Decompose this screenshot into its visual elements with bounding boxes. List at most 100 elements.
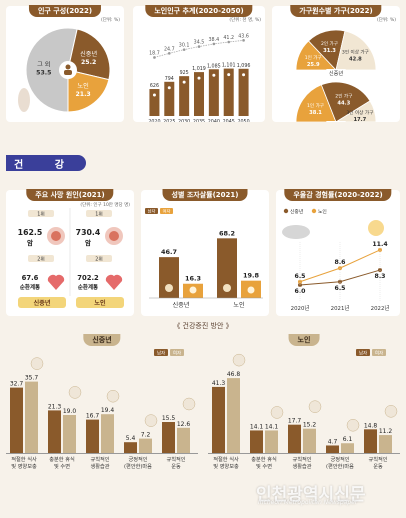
midage-method-title: 신중년	[83, 334, 121, 346]
death-group-badge-0	[18, 297, 66, 308]
suicide-male-bar-0	[159, 257, 179, 298]
method-icon-2	[106, 389, 120, 403]
elder-silhouette	[18, 88, 30, 112]
trend-bar-value-4: 1,085	[207, 63, 221, 69]
method-female-bar-4	[177, 427, 190, 453]
legend-elder-label: 노인	[318, 208, 327, 215]
method-female-bar-0	[227, 378, 240, 453]
trend-rate-5: 41.2	[223, 35, 234, 41]
trend-bar-3	[194, 72, 204, 116]
death-rank1-badge-0	[28, 210, 54, 217]
trend-rate-3: 34.5	[194, 40, 205, 46]
pie-label-1: 신중년	[80, 50, 97, 58]
suicide-male-value-0: 46.7	[161, 248, 177, 256]
household-0-value-2: 42.8	[349, 57, 362, 63]
household-panel: 가구원수별 가구(2022) (단위: %) 1인 가구 25.9 2인 가구 31.…	[272, 5, 400, 122]
virus-icon-core-1	[109, 231, 119, 241]
trend-year-6: 2050	[237, 119, 249, 122]
trend-year-2: 2030	[178, 119, 190, 122]
household-unit: (단위: %)	[376, 18, 396, 23]
death-rank1-badge-1	[86, 210, 112, 217]
depression-point-1-0	[298, 279, 302, 284]
trend-point-2	[182, 48, 186, 51]
death-rank1-cause-0: 암	[27, 238, 33, 247]
population-unit: (단위: %)	[100, 18, 120, 23]
population-panel: 인구 구성(2022) (단위: %) 그 외 53.5 신중년 25.2 노인 21.3	[6, 5, 124, 122]
method-female-bar-3	[139, 438, 152, 453]
person-icon-female-1	[247, 286, 255, 294]
method-category-2-1: 생활습관	[90, 462, 109, 470]
person-icon-5	[227, 73, 231, 77]
method-category-1-1: 및 수면	[54, 462, 70, 470]
method-female-value-4: 12.6	[177, 421, 191, 428]
household-1-slice-2	[335, 100, 377, 122]
trend-rate-6: 43.6	[238, 33, 249, 39]
depression-panel: 우울감 경험률(2020-2022) 신중년 노인 6.0 6.5 8.3 6.5 8.6 1…	[276, 189, 400, 316]
method-icon-1	[270, 406, 284, 419]
death-cause-title: 주요 사망 원인(2021)	[26, 189, 114, 201]
cloud-icon	[282, 225, 310, 239]
death-rank2-cause-1: 순환계통	[78, 283, 98, 291]
method-female-value-2: 15.2	[303, 422, 317, 429]
method-male-value-4: 15.5	[162, 415, 176, 422]
suicide-female-value-1: 19.8	[243, 272, 260, 280]
trend-bar-value-2: 925	[180, 70, 189, 76]
household-1-value-2: 17.7	[353, 117, 366, 122]
elder-method-title: 노인	[288, 334, 320, 346]
method-icon-3	[346, 418, 360, 432]
legend-female-chip	[372, 349, 386, 356]
trend-point-3	[197, 45, 201, 48]
suicide-category-1: 노인	[233, 302, 245, 309]
method-male-bar-2	[86, 419, 99, 453]
method-category-4-0: 규칙적인	[368, 455, 387, 463]
trend-year-4: 2040	[208, 119, 220, 122]
method-female-value-1: 14.1	[265, 423, 279, 430]
trend-year-0: 2020	[148, 119, 160, 122]
method-category-2-1: 생활습관	[292, 462, 311, 470]
method-male-bar-1	[48, 410, 61, 453]
watermark-name: 인천광역시신문	[256, 485, 366, 505]
method-category-3-1: (편안한)마음	[326, 462, 354, 470]
death-rank1-label-1: 1위	[95, 211, 102, 218]
household-title: 가구원수별 가구(2022)	[290, 5, 382, 17]
method-category-0-1: 및 영양보충	[213, 462, 239, 470]
method-male-value-3: 5.4	[126, 435, 136, 442]
suicide-category-0: 신중년	[172, 301, 189, 309]
death-cause-chart: 1위162.5암2위67.6순환계통신중년1위730.4암2위702.2순환계통…	[18, 208, 124, 308]
death-rank1-cause-1: 암	[85, 238, 91, 247]
depression-year-2: 2022년	[371, 304, 390, 312]
method-male-bar-1	[250, 430, 263, 453]
household-1-label-bg	[326, 121, 346, 122]
method-icon-3	[144, 414, 158, 427]
trend-bar-2	[179, 76, 190, 116]
suicide-female-value-0: 16.3	[185, 275, 201, 283]
death-rank2-label-1: 2위	[95, 256, 102, 263]
person-icon-male-0	[165, 284, 173, 292]
death-rank2-badge-0	[28, 255, 54, 262]
method-category-4-1: 운동	[373, 463, 383, 470]
trend-point-4	[212, 42, 216, 46]
household-0-label-bg	[326, 69, 346, 77]
trend-chart: 626 2020 18.7 794 2025 24.7 925 2030 30.1 1,019 20…	[148, 33, 250, 122]
person-icon-body	[64, 70, 72, 75]
legend-midage-label: 신중년	[290, 208, 303, 215]
method-category-0-0: 적절한 식사	[213, 455, 239, 463]
heart-icon-0	[47, 274, 65, 290]
method-male-bar-2	[288, 424, 301, 453]
method-male-bar-0	[10, 387, 23, 453]
method-female-bar-0	[25, 381, 38, 453]
trend-rate-0: 18.7	[149, 50, 160, 56]
method-category-1-0: 충분한 휴식	[251, 455, 277, 463]
suicide-chart: 남자 여자 46.7 16.3 신중년 68.2 19.8 노인	[145, 208, 263, 309]
household-1-value-1: 44.3	[337, 100, 350, 106]
method-icon-4	[182, 397, 196, 411]
depression-year-1: 2021년	[331, 304, 350, 312]
death-rank2-cause-0: 순환계통	[20, 283, 40, 291]
household-1-slice-0	[295, 84, 337, 122]
legend-male-label: 남자	[157, 349, 165, 356]
trend-rate-1: 24.7	[164, 46, 175, 52]
household-0-label-1: 2인 가구	[321, 40, 338, 47]
pie-label-0: 그 외	[37, 61, 50, 68]
suicide-panel: 성별 조자살률(2021) 남자 여자 46.7 16.3 신중년 68.2 19.8 노인	[141, 189, 269, 316]
method-category-2-0: 규칙적인	[292, 455, 311, 463]
